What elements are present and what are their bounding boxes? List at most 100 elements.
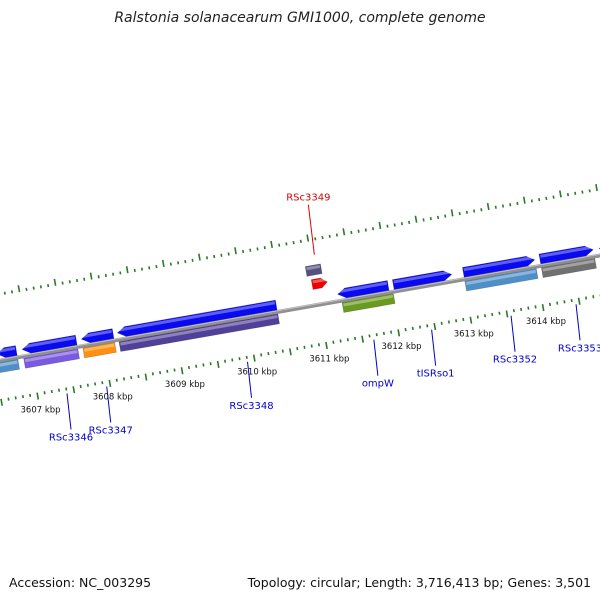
tick-mark-lower	[224, 359, 227, 363]
tick-mark-lower	[404, 328, 407, 332]
tick-mark-lower	[512, 309, 515, 313]
tick-label: 3612 kbp	[382, 342, 422, 352]
tick-mark-lower	[447, 320, 450, 324]
gene-label[interactable]: RSc3349	[286, 193, 330, 204]
tick-mark-lower	[231, 358, 234, 362]
gene-feature[interactable]	[392, 269, 453, 290]
tick-mark-upper	[75, 278, 79, 283]
tick-mark-lower	[563, 300, 566, 304]
label-leader-line	[575, 304, 581, 341]
gene-feature[interactable]	[0, 359, 20, 374]
tick-layer: 3607 kbp 3608 kbp 3609 kbp 3610 kbp 3611 kbp…	[0, 183, 600, 415]
tick-mark-lower	[151, 372, 154, 376]
tick-mark-lower	[144, 373, 148, 381]
tick-mark-upper	[414, 215, 418, 223]
gene-feature[interactable]	[118, 313, 280, 352]
tick-mark-upper	[25, 287, 28, 291]
gene-feature[interactable]	[82, 342, 117, 359]
gene-label[interactable]: RSc3346	[49, 432, 93, 443]
tick-mark-upper	[299, 239, 302, 243]
tick-mark-lower	[166, 369, 169, 373]
tick-mark-lower	[411, 326, 414, 330]
tick-mark-upper	[538, 198, 541, 202]
gene-feature[interactable]	[23, 348, 80, 369]
tick-mark-lower	[339, 339, 342, 343]
tick-mark-lower	[115, 378, 118, 382]
gene-feature[interactable]	[0, 345, 18, 359]
tick-mark-lower	[332, 340, 335, 344]
tick-mark-upper	[104, 273, 107, 278]
tick-mark-upper	[465, 210, 468, 214]
tick-mark-lower	[505, 310, 509, 318]
tick-mark-upper	[588, 189, 591, 193]
gene-feature[interactable]	[464, 268, 539, 292]
tick-mark-upper	[191, 258, 194, 262]
tick-mark-lower	[368, 334, 371, 338]
tick-mark-lower	[86, 383, 89, 387]
tick-mark-lower	[469, 316, 473, 324]
gene-label[interactable]: RSc3353	[558, 343, 600, 354]
tick-mark-upper	[408, 220, 411, 225]
tick-label: 3608 kbp	[93, 393, 133, 403]
tick-mark-upper	[234, 247, 237, 255]
tick-mark-lower	[577, 297, 581, 305]
tick-mark-lower	[498, 311, 501, 315]
gene-feature[interactable]	[21, 334, 78, 354]
tick-mark-lower	[433, 322, 437, 331]
tick-mark-upper	[450, 209, 454, 217]
tick-mark-lower	[426, 324, 429, 328]
tick-mark-lower	[29, 393, 32, 397]
gene-feature[interactable]	[462, 255, 536, 278]
tick-mark-upper	[39, 285, 42, 289]
tick-mark-lower	[541, 304, 545, 312]
tick-mark-lower	[527, 306, 530, 310]
gene-label[interactable]: ompW	[362, 379, 394, 390]
tick-label: 3614 kbp	[526, 317, 566, 327]
tick-mark-upper	[306, 234, 310, 242]
tick-mark-lower	[274, 350, 277, 354]
tick-mark-upper	[220, 253, 223, 257]
gene-feature[interactable]	[341, 293, 396, 313]
tick-mark-upper	[350, 230, 353, 235]
tick-mark-upper	[559, 190, 562, 198]
tick-mark-lower	[101, 381, 104, 385]
gene-feature[interactable]	[116, 299, 278, 338]
gene-feature[interactable]	[310, 277, 328, 290]
gene-feature[interactable]	[80, 328, 115, 344]
tick-mark-upper	[119, 271, 122, 275]
tick-mark-lower	[216, 360, 220, 369]
tick-mark-upper	[249, 248, 252, 252]
tick-label: 3609 kbp	[165, 380, 205, 390]
tick-mark-upper	[292, 241, 295, 245]
gene-feature[interactable]	[337, 280, 390, 300]
tick-mark-upper	[213, 254, 216, 259]
gene-label[interactable]: tISRso1	[417, 369, 455, 380]
tick-mark-lower	[65, 387, 68, 391]
tick-mark-lower	[173, 368, 176, 372]
tick-mark-lower	[382, 331, 385, 336]
tick-mark-lower	[310, 344, 313, 348]
gene-feature[interactable]	[538, 245, 594, 265]
tick-mark-upper	[17, 285, 21, 293]
gene-label[interactable]: RSc3347	[89, 425, 133, 436]
tick-mark-lower	[94, 382, 97, 386]
tick-mark-lower	[0, 398, 3, 406]
gene-feature[interactable]	[304, 263, 323, 277]
tick-label: 3613 kbp	[454, 329, 494, 339]
tick-mark-upper	[552, 195, 555, 199]
tick-mark-upper	[68, 280, 71, 284]
tick-mark-upper	[393, 223, 396, 227]
tick-mark-upper	[89, 272, 93, 280]
tick-mark-lower	[122, 377, 126, 381]
tick-mark-upper	[486, 202, 490, 211]
gene-label[interactable]: RSc3352	[493, 355, 537, 366]
tick-mark-upper	[184, 259, 187, 264]
gene-feature[interactable]	[541, 258, 597, 278]
tick-mark-lower	[130, 376, 133, 380]
tick-mark-upper	[458, 211, 461, 216]
tick-mark-upper	[61, 281, 64, 285]
gene-label[interactable]: RSc3348	[229, 401, 273, 412]
tick-mark-lower	[14, 396, 17, 400]
tick-label: 3607 kbp	[21, 405, 61, 415]
tick-mark-upper	[335, 233, 338, 237]
